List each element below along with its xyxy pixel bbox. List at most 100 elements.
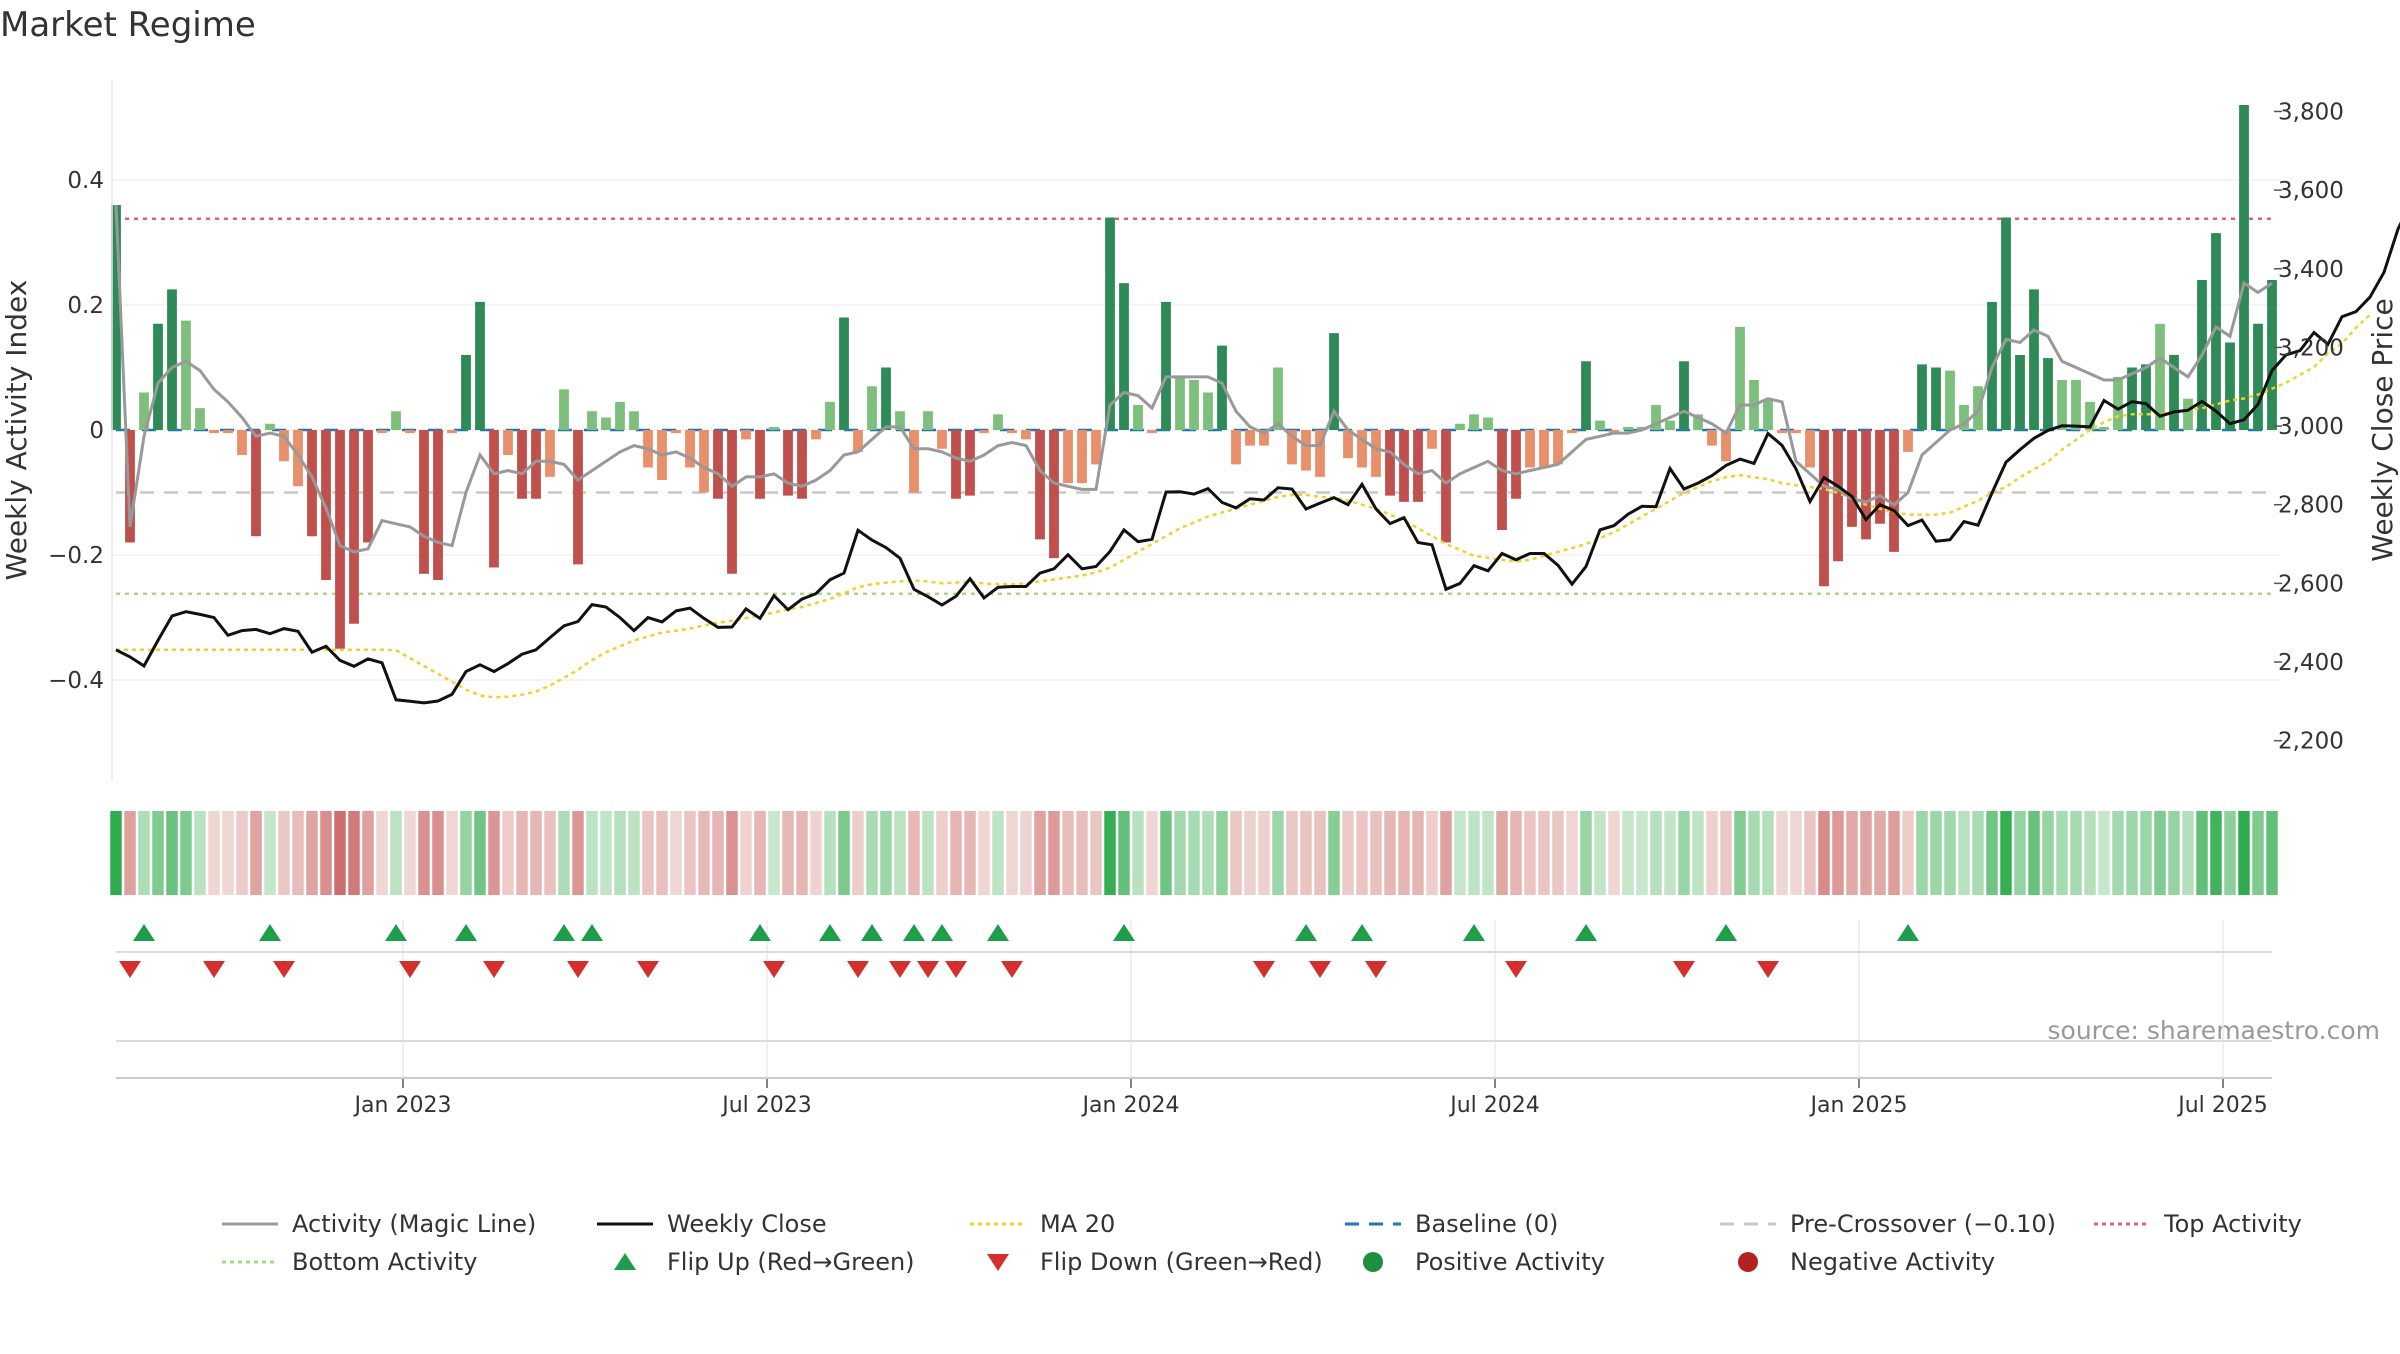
heat-cell <box>446 811 458 895</box>
heat-cell <box>838 811 850 895</box>
activity-magic-line <box>114 204 2273 554</box>
activity-bar <box>1483 417 1493 430</box>
heat-cell <box>2112 811 2124 895</box>
heat-cell <box>2266 811 2278 895</box>
heat-cell <box>418 811 430 895</box>
heat-cell <box>1804 811 1816 895</box>
heat-cell <box>306 811 318 895</box>
right-tick-label: 2,200 <box>2278 729 2344 755</box>
heat-cell <box>2182 811 2194 895</box>
activity-bar <box>1217 345 1227 430</box>
activity-bar <box>923 411 933 430</box>
activity-bar <box>251 430 261 537</box>
heat-cell <box>1146 811 1158 895</box>
activity-bar <box>1357 430 1367 468</box>
activity-bar <box>839 317 849 430</box>
heat-cell <box>908 811 920 895</box>
flip-up-marker <box>1351 924 1373 941</box>
flip-up-marker <box>553 924 575 941</box>
activity-bar <box>1581 361 1591 430</box>
flip-up-marker <box>259 924 281 941</box>
activity-bar <box>1525 430 1535 468</box>
activity-bars <box>111 105 2277 649</box>
heat-cell <box>166 811 178 895</box>
heat-cell <box>1664 811 1676 895</box>
heat-cell <box>1650 811 1662 895</box>
left-tick-label: 0 <box>89 418 104 444</box>
activity-bar <box>1427 430 1437 449</box>
heat-cell <box>1286 811 1298 895</box>
heat-cell <box>1762 811 1774 895</box>
heat-cell <box>1370 811 1382 895</box>
heat-cell <box>1090 811 1102 895</box>
flip-down-marker <box>483 961 505 978</box>
flip-up-marker <box>903 924 925 941</box>
flip-down-marker <box>889 961 911 978</box>
heat-cell <box>1846 811 1858 895</box>
heat-cell <box>292 811 304 895</box>
activity-bar <box>1077 430 1087 484</box>
legend-item: Flip Down (Green→Red) <box>987 1248 1323 1276</box>
activity-bar <box>475 301 485 430</box>
flip-up-marker <box>1113 924 1135 941</box>
heat-cell <box>1930 811 1942 895</box>
activity-bar <box>685 430 695 468</box>
right-tick-label: 3,400 <box>2278 257 2344 283</box>
legend-label: Positive Activity <box>1415 1248 1605 1276</box>
activity-bar <box>1833 430 1843 562</box>
heat-cell <box>1580 811 1592 895</box>
flip-down-marker <box>637 961 659 978</box>
legend-label: Negative Activity <box>1790 1248 1995 1276</box>
activity-bar <box>2113 376 2123 430</box>
activity-bar <box>615 401 625 430</box>
activity-bar <box>993 414 1003 430</box>
activity-bar <box>167 289 177 430</box>
activity-bar <box>447 430 457 434</box>
activity-bar <box>1245 430 1255 446</box>
heat-cell <box>2196 811 2208 895</box>
legend-label: Pre-Crossover (−0.10) <box>1790 1210 2056 1238</box>
heat-cell <box>404 811 416 895</box>
flip-up-marker <box>1715 924 1737 941</box>
legend-item: Negative Activity <box>1738 1248 1995 1276</box>
activity-bar <box>1063 430 1073 484</box>
activity-bar <box>1651 405 1661 430</box>
flip-down-marker <box>203 961 225 978</box>
activity-bar <box>1105 217 1115 430</box>
legend-label: Activity (Magic Line) <box>292 1210 536 1238</box>
activity-bar <box>1147 430 1157 434</box>
activity-bar <box>1119 283 1129 430</box>
heat-cell <box>726 811 738 895</box>
heat-cell <box>194 811 206 895</box>
left-tick-label: −0.2 <box>48 543 104 569</box>
heat-cell <box>460 811 472 895</box>
heat-cell <box>1860 811 1872 895</box>
legend-label: MA 20 <box>1040 1210 1115 1238</box>
heat-cell <box>1062 811 1074 895</box>
heat-cell <box>1608 811 1620 895</box>
activity-bar <box>1007 430 1017 434</box>
series-lines <box>114 204 2400 705</box>
activity-bar <box>2155 323 2165 430</box>
heat-cell <box>614 811 626 895</box>
activity-bar <box>1567 430 1577 434</box>
activity-bar <box>1091 430 1101 465</box>
heat-cell <box>278 811 290 895</box>
heat-cell <box>208 811 220 895</box>
activity-bar <box>1889 430 1899 552</box>
axis-ticks: Jan 2023 Jul 2023 Jan 2024 Jul 2024 Jan 2025… <box>48 80 2344 1118</box>
heat-cell <box>992 811 1004 895</box>
activity-bar <box>1497 430 1507 530</box>
heat-cell <box>1706 811 1718 895</box>
heat-cell <box>712 811 724 895</box>
flip-down-marker <box>567 961 589 978</box>
legend-label: Flip Up (Red→Green) <box>667 1248 915 1276</box>
activity-bar <box>769 426 779 430</box>
activity-bar <box>223 430 233 434</box>
activity-bar <box>1371 430 1381 477</box>
activity-bar <box>1315 430 1325 477</box>
legend-label: Bottom Activity <box>292 1248 477 1276</box>
activity-bar <box>1231 430 1241 465</box>
activity-bar <box>1805 430 1815 468</box>
activity-bar <box>2043 358 2053 430</box>
